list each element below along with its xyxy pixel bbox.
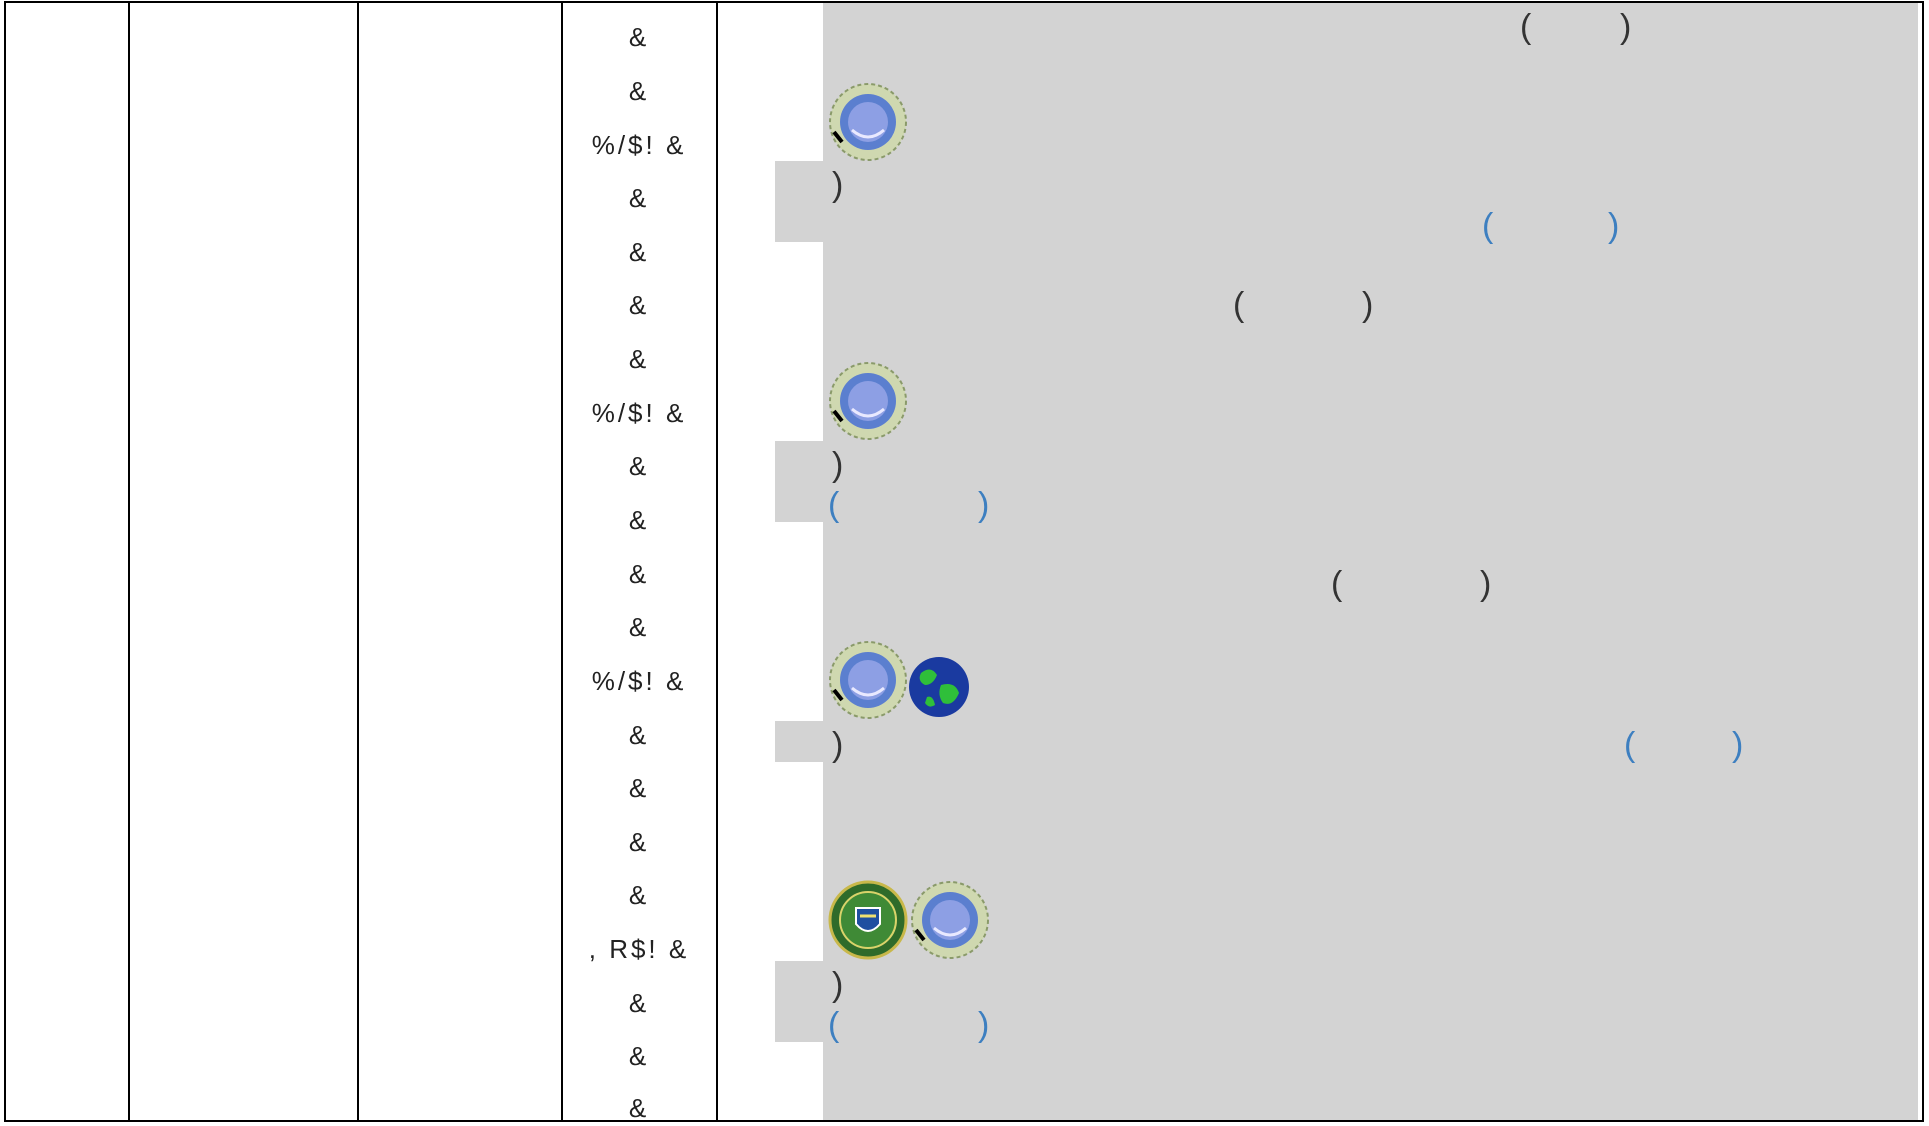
symbol-row: & [628,1093,650,1123]
symbol-row: & [628,344,650,374]
open-paren: ( [1331,565,1343,603]
symbol-row: & [628,988,650,1018]
panel-tab [775,161,823,242]
symbol-row: %/$! & [591,666,687,696]
column-3 [359,2,563,1122]
symbol-row: & [628,22,650,52]
symbol-row: & [628,720,650,750]
symbol-row: , R$! & [588,934,690,964]
symbol-row: & [628,183,650,213]
symbol-row: & [628,76,650,106]
globe-icon [909,657,969,717]
link-open-paren[interactable]: ( [828,486,840,524]
symbol-row: & [628,237,650,267]
column-1 [4,2,130,1122]
panel-tab [775,721,823,762]
link-close-paren[interactable]: ) [1732,726,1744,764]
column-2 [130,2,359,1122]
symbol-column: & & %/$! & & & & & %/$! & & & & & %/$! &… [561,0,717,1126]
symbol-row: & [628,559,650,589]
seal-icon [911,881,989,959]
content-panel [823,3,1918,1120]
link-close-paren[interactable]: ) [978,1006,990,1044]
symbol-row: & [628,290,650,320]
shield-seal-icon [828,880,908,960]
close-paren: ) [832,726,844,764]
close-paren: ) [832,166,844,204]
symbol-row: %/$! & [591,398,687,428]
symbol-row: & [628,773,650,803]
symbol-row: & [628,612,650,642]
symbol-row: & [628,451,650,481]
symbol-row: & [628,1041,650,1071]
open-paren: ( [1520,8,1532,46]
symbol-row: %/$! & [591,130,687,160]
symbol-row: & [628,880,650,910]
link-close-paren[interactable]: ) [1608,207,1620,245]
symbol-row: & [628,505,650,535]
close-paren: ) [1480,565,1492,603]
link-close-paren[interactable]: ) [978,486,990,524]
close-paren: ) [1620,8,1632,46]
close-paren: ) [832,446,844,484]
link-open-paren[interactable]: ( [1482,207,1494,245]
link-open-paren[interactable]: ( [1624,726,1636,764]
symbol-row: & [628,827,650,857]
seal-icon [829,83,907,161]
table-frame [4,1,1924,1122]
close-paren: ) [1362,286,1374,324]
seal-icon [829,641,907,719]
column-4 [563,2,718,1122]
panel-tab [775,441,823,522]
open-paren: ( [1233,286,1245,324]
seal-icon [829,362,907,440]
link-open-paren[interactable]: ( [828,1006,840,1044]
close-paren: ) [832,966,844,1004]
panel-tab [775,961,823,1042]
